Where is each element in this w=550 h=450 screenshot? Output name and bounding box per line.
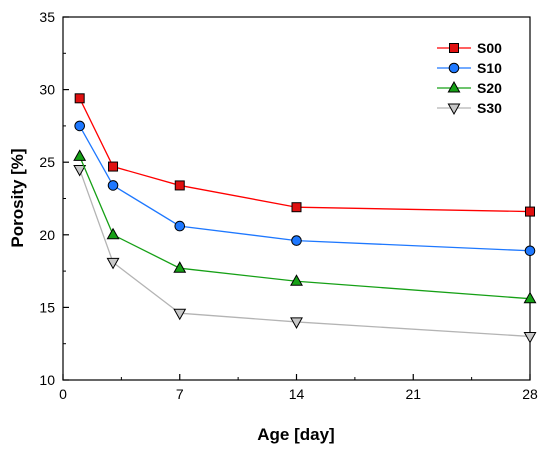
data-point-s20 [173,261,187,273]
x-tick-label: 7 [176,386,184,402]
data-point-s10 [524,245,536,257]
x-tick-label: 0 [59,386,67,402]
series-line-s20 [79,156,531,300]
data-point-s10 [174,220,186,232]
data-point-s30 [73,164,87,177]
data-point-s00 [108,161,119,172]
x-tick-label: 28 [522,386,538,402]
y-tick-label: 20 [39,227,55,243]
y-tick-label: 35 [39,9,55,25]
y-tick-label: 25 [39,154,55,170]
legend-item-s00: S00 [437,40,502,56]
series-line-s30 [79,169,531,338]
legend-marker [447,80,461,93]
data-point-s30 [173,308,187,321]
x-tick-label: 21 [405,386,421,402]
x-tick-label: 14 [289,386,305,402]
data-point-s20 [73,149,87,161]
data-point-s10 [107,180,119,191]
series-s00 [74,93,535,217]
data-point-s20 [290,274,303,286]
data-point-s10 [74,120,85,132]
legend-item-s20: S20 [437,80,502,96]
y-tick-label: 15 [39,299,55,315]
data-point-s00 [74,93,85,104]
data-point-s00 [291,202,302,213]
x-axis-title: Age [day] [257,425,334,444]
y-tick-label: 30 [39,82,55,98]
data-point-s30 [290,317,303,329]
legend-label: S20 [477,80,502,96]
data-point-s30 [523,331,537,344]
legend-item-s30: S30 [437,100,502,116]
legend-label: S10 [477,60,502,76]
legend-label: S30 [477,100,502,116]
data-point-s00 [525,206,535,217]
series-line-s00 [79,98,531,213]
data-point-s30 [106,257,120,270]
data-point-s00 [174,180,185,191]
data-point-s10 [291,235,302,246]
y-tick-label: 10 [39,372,55,388]
legend-label: S00 [477,40,502,56]
legend: S00 S10 S20 S30 [437,40,502,116]
data-point-s20 [106,227,120,240]
legend-marker [447,103,461,116]
series-s30 [73,164,537,344]
legend-marker [448,62,460,74]
series-s20 [73,149,537,304]
series-layer [73,93,537,344]
series-line-s10 [79,125,531,252]
axis-ticks: 0 7 14 21 28 10 15 20 25 30 35 [39,9,538,402]
data-point-s20 [523,291,537,304]
series-s10 [74,120,536,257]
y-axis-title: Porosity [%] [8,148,27,247]
legend-item-s10: S10 [437,60,502,76]
legend-marker [449,43,459,53]
